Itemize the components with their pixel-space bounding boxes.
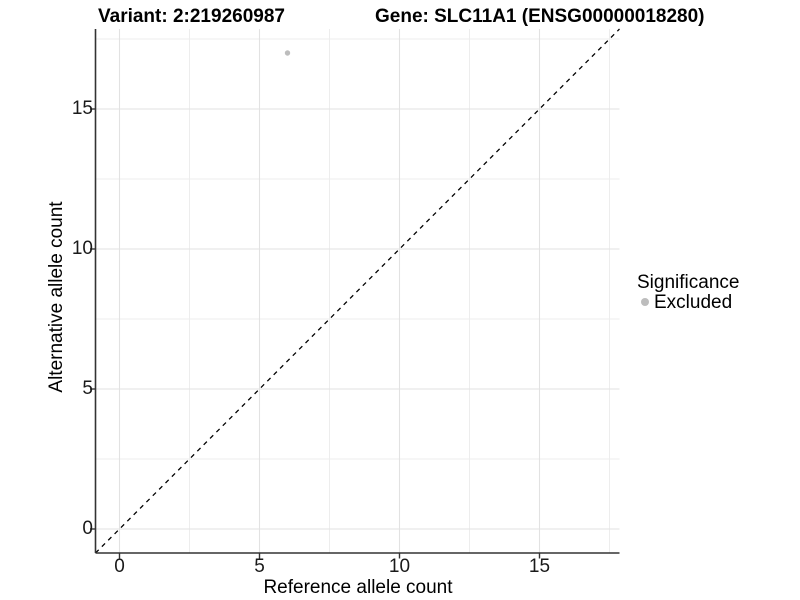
x-tick-label: 10 <box>388 556 411 577</box>
x-tick-label: 5 <box>254 556 265 577</box>
y-tick-label: 10 <box>71 238 93 259</box>
gene-title: Gene: SLC11A1 (ENSG00000018280) <box>375 6 705 27</box>
y-tick-label: 0 <box>82 518 93 539</box>
legend-title: Significance <box>637 272 740 293</box>
x-axis-title: Reference allele count <box>263 577 453 598</box>
x-tick-label: 15 <box>528 556 551 577</box>
legend-entry-label: Excluded <box>654 292 733 313</box>
variant-title: Variant: 2:219260987 <box>98 6 285 27</box>
y-tick-label: 15 <box>71 98 93 119</box>
identity-dashed-line <box>95 28 620 554</box>
data-point <box>284 50 291 56</box>
y-axis-title: Alternative allele count <box>46 201 67 393</box>
legend-point-icon <box>641 298 649 306</box>
y-tick-label: 5 <box>82 378 93 399</box>
x-tick-label: 0 <box>114 556 125 577</box>
